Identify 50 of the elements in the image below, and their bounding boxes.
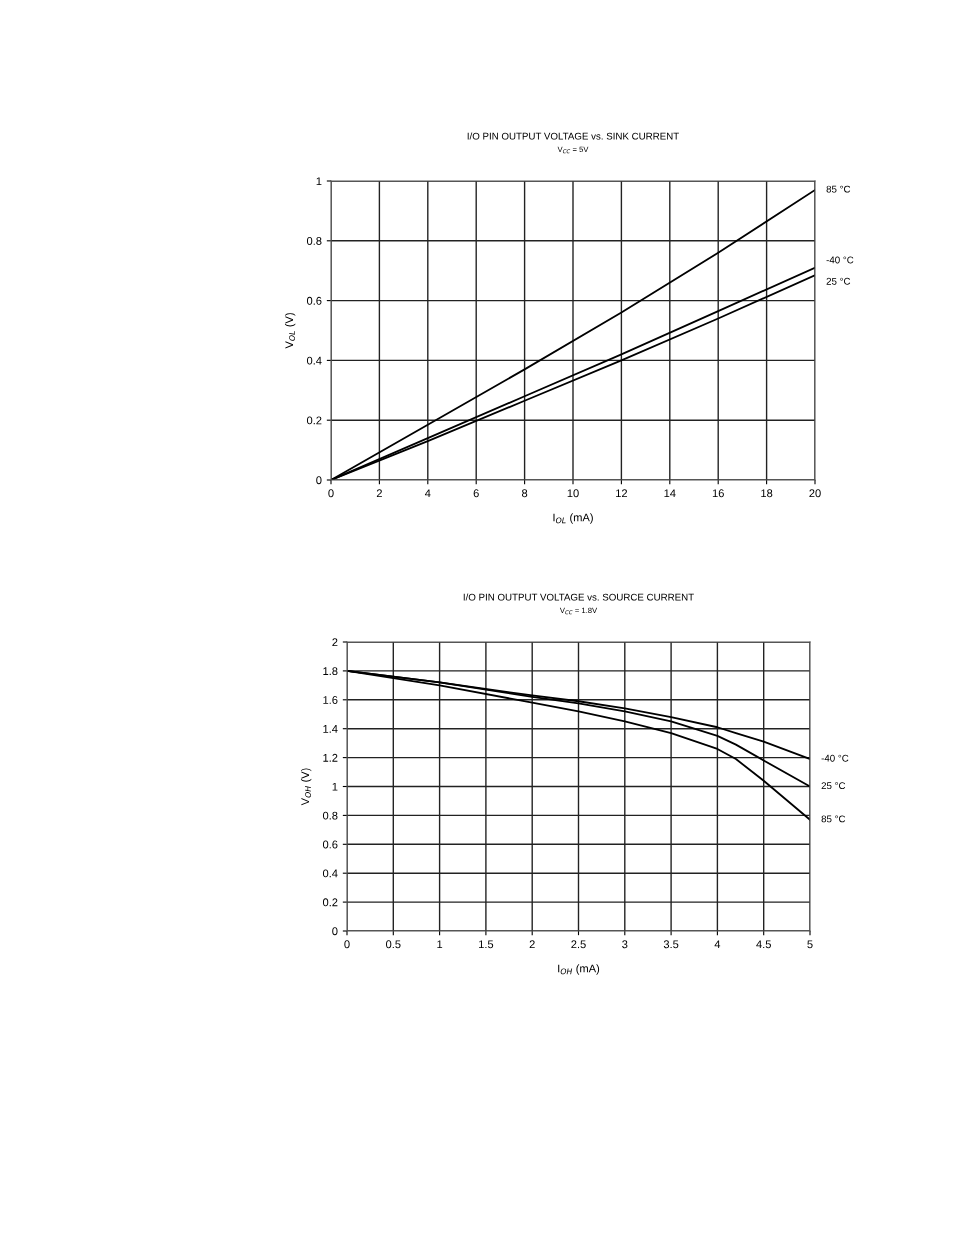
y-tick-label: 0.4 (322, 869, 338, 878)
series-label: -40 °C (826, 256, 854, 264)
x-tick-label: 2.5 (571, 940, 586, 949)
y-tick-label: 0.6 (306, 296, 322, 305)
series-label: -40 °C (821, 754, 849, 762)
x-tick-label: 18 (761, 489, 773, 498)
x-tick-label: 3.5 (663, 940, 679, 949)
x-tick-label: 2 (376, 489, 382, 498)
x-tick-label: 12 (616, 489, 628, 498)
x-tick-label: 14 (664, 489, 676, 498)
series-label: 85 °C (821, 815, 846, 823)
x-tick-label: 8 (521, 489, 528, 498)
x-axis-title: I$_{OL}$ (mA) (553, 513, 593, 524)
series-label: 25 °C (821, 782, 846, 790)
y-axis-title: V$_{OL}$ (V) (284, 313, 296, 349)
series-label: 25 °C (826, 277, 851, 285)
x-tick-label: 0.5 (386, 940, 401, 949)
x-tick-label: 4 (714, 940, 721, 949)
y-tick-label: 1 (316, 177, 322, 186)
y-tick-label: 1.2 (323, 753, 338, 762)
y-tick-label: 2 (332, 638, 338, 647)
y-tick-label: 0.6 (322, 840, 338, 849)
y-tick-label: 1.6 (323, 696, 338, 704)
y-tick-label: 0.2 (306, 416, 322, 425)
x-tick-label: 10 (567, 489, 579, 498)
y-tick-label: 1 (332, 782, 338, 791)
x-tick-label: 4.5 (756, 940, 771, 949)
x-tick-label: 16 (712, 489, 724, 498)
y-tick-label: 0 (332, 927, 338, 936)
x-tick-label: 4 (424, 489, 431, 498)
y-tick-label: 0.4 (306, 356, 322, 365)
y-tick-label: 0.8 (306, 237, 322, 245)
series-label: 85 °C (826, 185, 851, 193)
x-axis-title: I$_{OH}$ (mA) (558, 964, 600, 975)
y-tick-label: 0.8 (322, 811, 338, 820)
x-tick-label: 1 (437, 940, 443, 949)
y-tick-label: 0.2 (322, 898, 338, 907)
x-tick-label: 6 (473, 489, 479, 498)
chart-title: I/O PIN OUTPUT VOLTAGE vs. SINK CURRENT (467, 132, 679, 140)
y-tick-label: 1.4 (323, 725, 338, 733)
chart-title: I/O PIN OUTPUT VOLTAGE vs. SOURCE CURRENT (463, 593, 694, 601)
x-tick-label: 0 (344, 940, 350, 949)
y-tick-label: 0 (316, 476, 322, 485)
x-tick-label: 5 (807, 940, 813, 949)
x-tick-label: 2 (529, 940, 535, 949)
y-tick-label: 1.8 (323, 667, 338, 676)
x-tick-label: 20 (809, 489, 821, 498)
x-tick-label: 3 (622, 940, 628, 949)
x-tick-label: 1.5 (479, 940, 494, 949)
y-axis-title: V$_{OH}$ (V) (300, 768, 312, 806)
